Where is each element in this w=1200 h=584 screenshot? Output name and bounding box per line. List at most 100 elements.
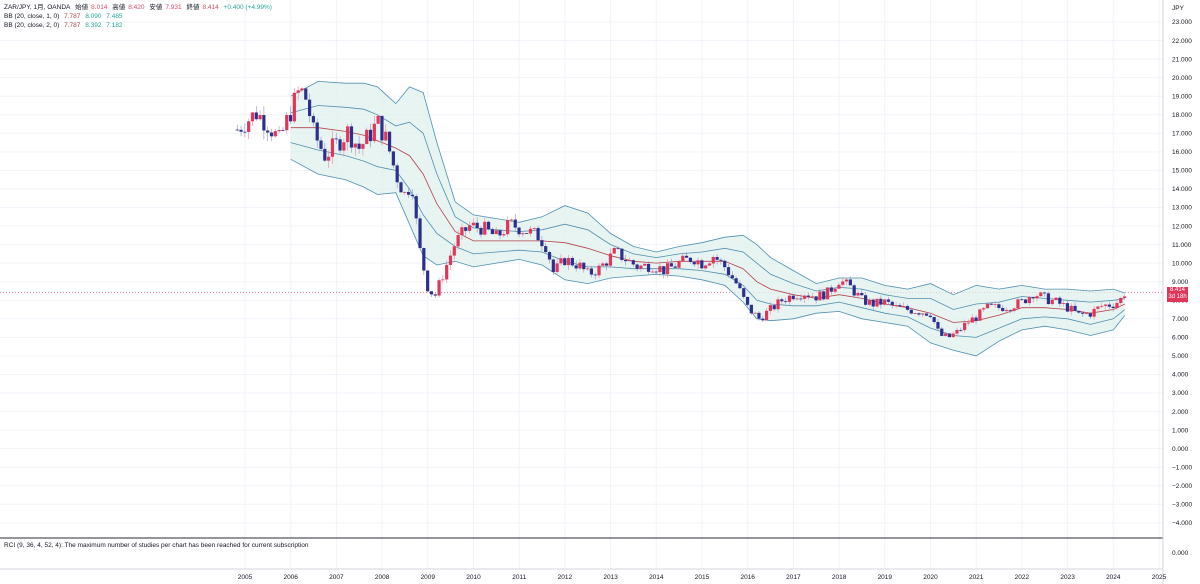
change-value: +0.400 (+4.99%) bbox=[223, 4, 272, 11]
candle-body bbox=[825, 287, 830, 300]
time-tick-label: 2017 bbox=[786, 574, 801, 581]
low-value: 7.931 bbox=[165, 4, 182, 11]
bb1-upper: 8.090 bbox=[85, 13, 102, 20]
candle-body bbox=[1092, 308, 1096, 317]
price-tick-label: 20.000 bbox=[1172, 75, 1192, 82]
candle-body bbox=[1016, 299, 1020, 309]
candle-body bbox=[624, 260, 628, 262]
symbol-title: ZAR/JPY, 1月, OANDA bbox=[4, 4, 71, 11]
candle-body bbox=[525, 233, 529, 235]
candle-body bbox=[1039, 292, 1043, 297]
candle-body bbox=[1084, 313, 1089, 315]
candle-body bbox=[677, 261, 681, 268]
candle-body bbox=[448, 255, 453, 265]
candle-body bbox=[1088, 313, 1092, 317]
candle-body bbox=[547, 252, 552, 260]
candle-body bbox=[753, 312, 757, 314]
candle-body bbox=[940, 328, 944, 336]
candle-body bbox=[384, 131, 388, 141]
last-price-value: 8.414 bbox=[1169, 287, 1185, 293]
candle-body bbox=[532, 228, 536, 229]
candle-body bbox=[307, 99, 312, 117]
candle-body bbox=[494, 230, 498, 235]
candle-body bbox=[243, 131, 247, 133]
candle-body bbox=[871, 299, 875, 307]
chart-grid bbox=[0, 0, 1163, 569]
candle-body bbox=[928, 315, 932, 318]
candle-body bbox=[631, 260, 635, 265]
candle-body bbox=[475, 222, 479, 229]
candle-body bbox=[681, 255, 685, 262]
candle-body bbox=[966, 322, 971, 324]
candle-body bbox=[665, 263, 670, 275]
candle-body bbox=[517, 227, 521, 235]
candle-body bbox=[738, 283, 742, 289]
candle-body bbox=[387, 131, 392, 152]
candle-body bbox=[597, 265, 601, 276]
price-tick-label: 15.000 bbox=[1172, 168, 1192, 175]
candle-body bbox=[490, 229, 494, 235]
candle-body bbox=[456, 235, 460, 247]
candle-body bbox=[426, 270, 430, 292]
time-axis[interactable]: 2005 2006 2007 2008 2009 2010 2011 2012 2013 2014… bbox=[238, 574, 1167, 581]
candle-body bbox=[429, 291, 434, 295]
candle-body bbox=[757, 312, 761, 319]
candle-body bbox=[902, 306, 906, 307]
candle-body bbox=[867, 299, 872, 305]
candle-body bbox=[848, 279, 852, 286]
candle-body bbox=[787, 295, 792, 302]
price-tick-label: −4.000 bbox=[1172, 520, 1192, 527]
price-axis-unit: JPY bbox=[1172, 5, 1184, 12]
candle-body bbox=[250, 112, 255, 122]
candle-body bbox=[711, 257, 715, 264]
candle-body bbox=[521, 233, 525, 235]
candle-body bbox=[349, 126, 354, 148]
candle-body bbox=[327, 156, 331, 161]
time-tick-label: 2014 bbox=[649, 574, 664, 581]
bb-lower-1sd-line bbox=[290, 142, 1125, 338]
candle-body bbox=[563, 258, 567, 266]
candle-body bbox=[635, 264, 639, 269]
bb1-legend[interactable]: BB (20, close, 1, 0) 7.787 8.090 7.485 bbox=[4, 12, 126, 21]
time-tick-label: 2005 bbox=[238, 574, 253, 581]
candle-body bbox=[913, 313, 917, 315]
candle-body bbox=[936, 322, 940, 329]
bb1-label: BB (20, close, 1, 0) bbox=[4, 13, 60, 20]
time-tick-label: 2006 bbox=[283, 574, 298, 581]
bb2-legend[interactable]: BB (20, close, 2, 0) 7.787 8.392 7.182 bbox=[4, 21, 126, 30]
candle-body bbox=[844, 279, 849, 282]
candle-body bbox=[791, 295, 795, 300]
candle-body bbox=[799, 298, 803, 300]
candle-body bbox=[1027, 297, 1031, 304]
candle-body bbox=[985, 303, 990, 309]
candle-body bbox=[723, 260, 727, 268]
candle-body bbox=[281, 130, 285, 131]
time-tick-label: 2013 bbox=[603, 574, 618, 581]
price-tick-label: 18.000 bbox=[1172, 112, 1192, 119]
candle-body bbox=[277, 130, 281, 132]
candle-body bbox=[883, 299, 887, 305]
candle-body bbox=[673, 266, 677, 268]
price-tick-label: 23.000 bbox=[1172, 19, 1192, 26]
candle-body bbox=[806, 295, 811, 297]
candle-body bbox=[536, 228, 540, 241]
candle-body bbox=[810, 296, 814, 298]
candle-body bbox=[963, 322, 967, 331]
candle-body bbox=[997, 304, 1001, 308]
candle-body bbox=[1012, 308, 1016, 311]
candle-body bbox=[921, 313, 925, 315]
candle-body bbox=[833, 288, 837, 292]
candle-body bbox=[483, 221, 487, 235]
price-tick-label: −1.000 bbox=[1172, 464, 1192, 471]
candle-body bbox=[582, 262, 586, 270]
candle-body bbox=[993, 304, 997, 306]
candle-body bbox=[688, 257, 693, 262]
candle-body bbox=[269, 132, 274, 137]
price-tick-label: −3.000 bbox=[1172, 502, 1192, 509]
candle-body bbox=[742, 288, 746, 297]
symbol-legend[interactable]: ZAR/JPY, 1月, OANDA 始値 8.014 高値 8.420 安値 7.9… bbox=[4, 3, 275, 12]
bollinger-bands bbox=[290, 80, 1126, 357]
candle-body bbox=[692, 261, 696, 265]
candle-body bbox=[300, 88, 304, 91]
